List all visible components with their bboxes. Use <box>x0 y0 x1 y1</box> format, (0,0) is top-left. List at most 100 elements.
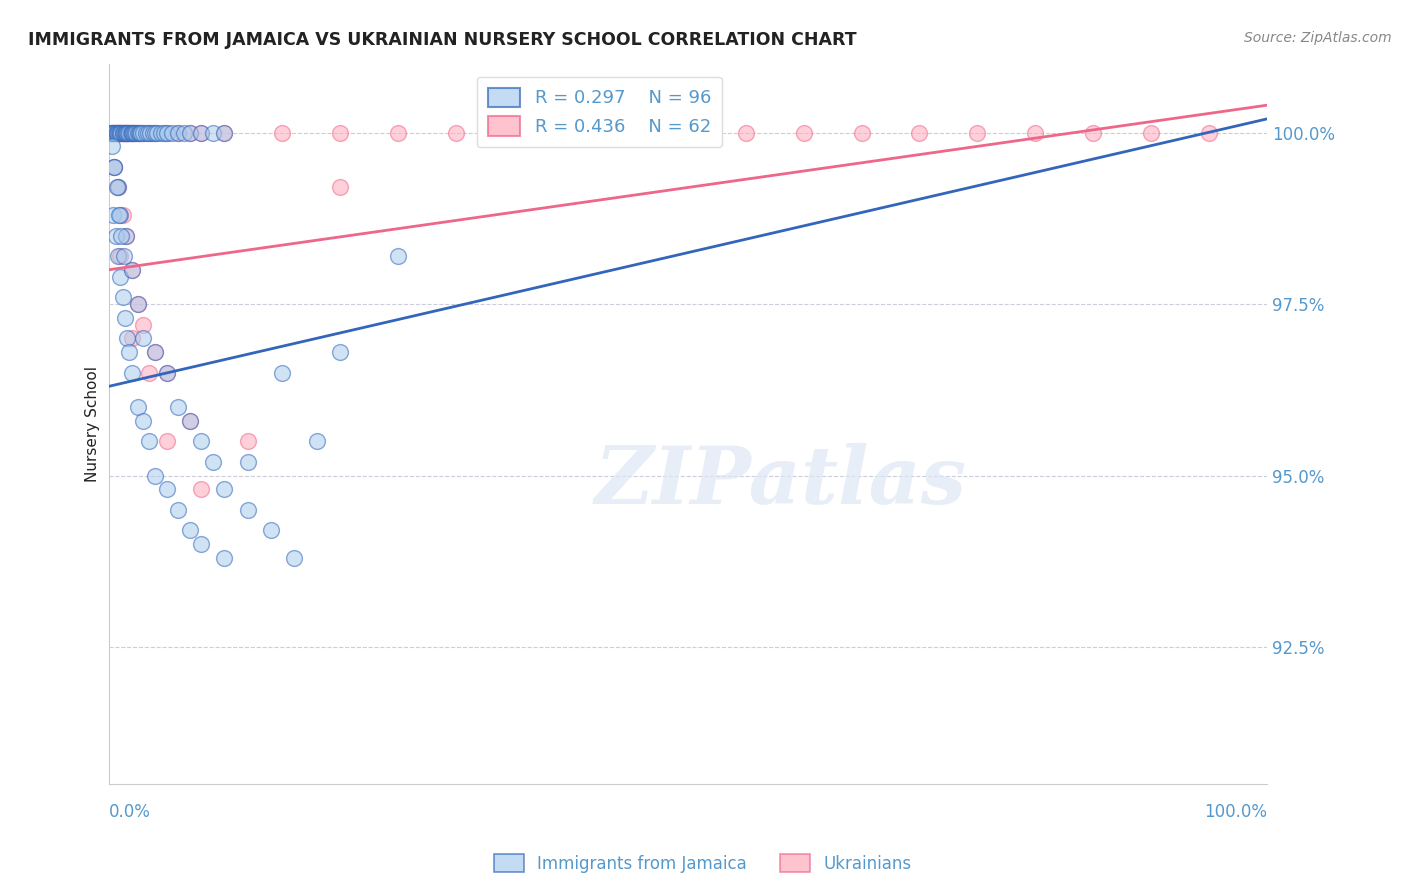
Point <box>143 126 166 140</box>
Point <box>117 126 139 140</box>
Point <box>110 249 132 263</box>
Point <box>1140 126 1163 140</box>
Point <box>114 310 136 325</box>
Point <box>283 550 305 565</box>
Point <box>121 126 143 140</box>
Point <box>120 126 142 140</box>
Point <box>214 482 236 496</box>
Point <box>111 126 134 140</box>
Point <box>127 297 149 311</box>
Point <box>122 126 145 140</box>
Point <box>307 434 329 449</box>
Text: 100.0%: 100.0% <box>1204 803 1267 821</box>
Point <box>1081 126 1104 140</box>
Point <box>162 126 184 140</box>
Point <box>190 126 212 140</box>
Point <box>236 455 259 469</box>
Point <box>329 180 352 194</box>
Point <box>136 126 159 140</box>
Point <box>107 180 129 194</box>
Point <box>132 318 155 332</box>
Point <box>190 126 212 140</box>
Point <box>108 126 131 140</box>
Point <box>173 126 195 140</box>
Point <box>103 160 125 174</box>
Point <box>155 366 177 380</box>
Point <box>112 126 135 140</box>
Point <box>118 345 141 359</box>
Point <box>1198 126 1220 140</box>
Point <box>115 126 138 140</box>
Point <box>105 126 128 140</box>
Point <box>143 345 166 359</box>
Point <box>387 249 409 263</box>
Point <box>104 126 127 140</box>
Point <box>100 126 122 140</box>
Point <box>236 434 259 449</box>
Point <box>105 126 128 140</box>
Y-axis label: Nursery School: Nursery School <box>86 366 100 482</box>
Point <box>179 414 201 428</box>
Point <box>115 126 138 140</box>
Point <box>128 126 150 140</box>
Point <box>142 126 165 140</box>
Point <box>387 126 409 140</box>
Point <box>103 126 125 140</box>
Point <box>121 331 143 345</box>
Point <box>127 126 149 140</box>
Point <box>107 249 129 263</box>
Point <box>121 126 143 140</box>
Point <box>103 126 125 140</box>
Point <box>122 126 145 140</box>
Point <box>118 126 141 140</box>
Point <box>179 126 201 140</box>
Point <box>129 126 152 140</box>
Point <box>444 126 467 140</box>
Point <box>103 126 125 140</box>
Point <box>100 126 122 140</box>
Point <box>111 126 134 140</box>
Point <box>121 366 143 380</box>
Point <box>793 126 815 140</box>
Point <box>908 126 931 140</box>
Point <box>105 180 128 194</box>
Point <box>108 126 131 140</box>
Point <box>115 126 138 140</box>
Point <box>132 126 155 140</box>
Point <box>619 126 641 140</box>
Point <box>167 503 190 517</box>
Point <box>115 228 138 243</box>
Point <box>138 366 160 380</box>
Point <box>107 126 129 140</box>
Point <box>110 126 132 140</box>
Point <box>132 331 155 345</box>
Point <box>111 290 134 304</box>
Point <box>190 482 212 496</box>
Point <box>117 126 139 140</box>
Point <box>127 297 149 311</box>
Point <box>155 126 177 140</box>
Point <box>201 455 224 469</box>
Point <box>271 126 294 140</box>
Point <box>122 126 145 140</box>
Point <box>107 126 129 140</box>
Point <box>129 126 152 140</box>
Point <box>190 537 212 551</box>
Point <box>851 126 873 140</box>
Point <box>966 126 988 140</box>
Point <box>155 126 177 140</box>
Point <box>139 126 162 140</box>
Point <box>167 126 190 140</box>
Point <box>125 126 148 140</box>
Point <box>103 160 125 174</box>
Point <box>155 434 177 449</box>
Point <box>190 434 212 449</box>
Point <box>101 126 124 140</box>
Point <box>103 160 125 174</box>
Point <box>110 126 132 140</box>
Point <box>153 126 176 140</box>
Point <box>179 524 201 538</box>
Point <box>121 262 143 277</box>
Point <box>236 503 259 517</box>
Point <box>112 249 135 263</box>
